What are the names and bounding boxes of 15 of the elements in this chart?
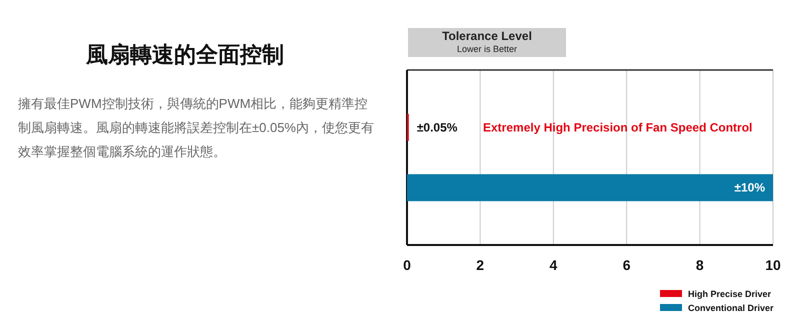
x-tick-label: 6 (622, 257, 631, 273)
chart-title: Tolerance Level (442, 29, 532, 43)
chart-subtitle: Lower is Better (456, 44, 518, 54)
text: 擁有最佳PWM控制技術，與傳統的PWM相比，能夠更精準控制風扇轉速。風扇的轉速能將誤差控制在±0.05%內，使您更有效率掌握整個電腦系統的運作狀態。 (18, 95, 375, 161)
legend-label: Conventional Driver (688, 303, 774, 313)
text: 風扇轉速的全面控制 (85, 42, 284, 67)
data-label: ±0.05% (416, 120, 458, 134)
x-tick-label: 2 (476, 257, 484, 273)
annotation: Extremely High Precision of Fan Speed Control (483, 120, 752, 134)
data-label: ±10% (734, 180, 766, 195)
x-tick-label: 0 (403, 257, 412, 273)
x-tick-label: 8 (696, 257, 704, 273)
x-tick-label: 10 (765, 257, 781, 273)
legend-label: High Precise Driver (688, 289, 772, 299)
x-tick-label: 4 (550, 257, 558, 273)
